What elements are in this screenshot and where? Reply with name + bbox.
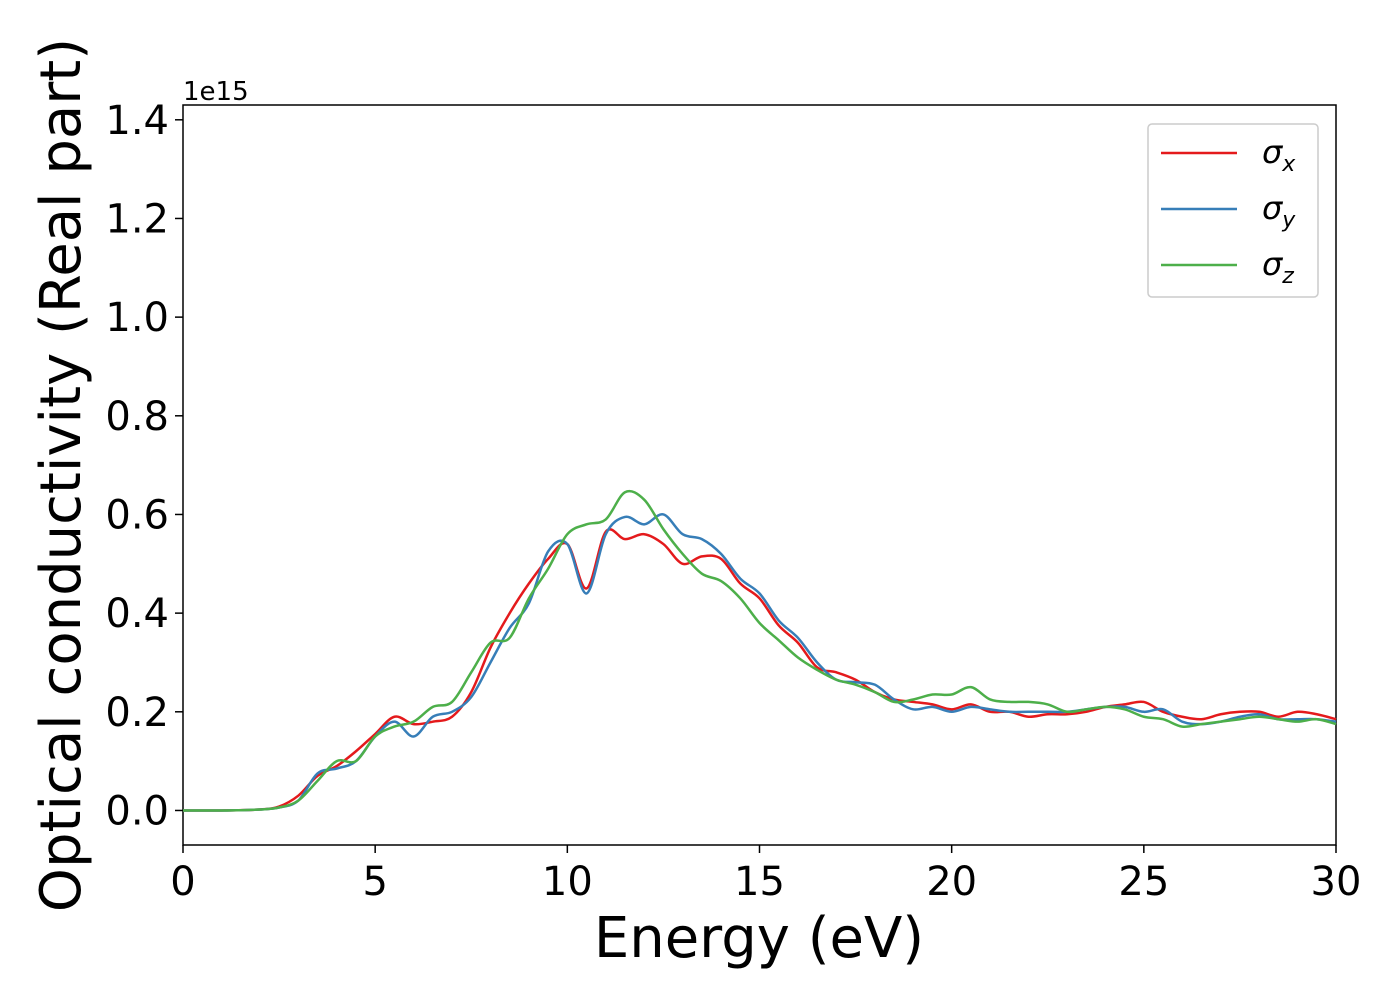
series-line-y [182, 513, 1337, 812]
legend-label-x: σx [1262, 133, 1296, 177]
series-layer [182, 489, 1337, 812]
x-tick-label: 0 [170, 859, 195, 905]
x-tick-label: 25 [1118, 859, 1169, 905]
x-axis-title: Energy (eV) [594, 906, 924, 971]
y-tick-label: 0.0 [105, 788, 169, 834]
y-tick-label: 0.8 [105, 394, 169, 440]
x-tick-label: 30 [1311, 859, 1362, 905]
y-tick-label: 0.2 [105, 690, 169, 736]
y-tick-label: 0.4 [105, 591, 169, 637]
legend-label-y: σy [1262, 189, 1296, 233]
legend-box [1147, 123, 1319, 298]
y-tick-label: 1.2 [105, 196, 169, 242]
y-tick-label: 0.6 [105, 492, 169, 538]
legend-items: σx σy σz [1161, 133, 1296, 289]
y-offset-label: 1e15 [183, 77, 249, 107]
series-line-x [182, 528, 1337, 812]
ticks-layer: 0 5 10 15 20 25 30 0.0 0.2 0.4 0.6 0.8 1.0 1.2 1.4 [105, 98, 1361, 905]
y-tick-label: 1.0 [105, 295, 169, 341]
legend: σx σy σz [1147, 123, 1319, 298]
legend-label-z: σz [1262, 245, 1294, 289]
y-tick-label: 1.4 [105, 98, 169, 144]
y-axis-title: Optical conductivity (Real part) [29, 38, 94, 912]
x-tick-label: 15 [734, 859, 785, 905]
x-tick-label: 5 [362, 859, 387, 905]
x-tick-label: 10 [542, 859, 593, 905]
x-tick-label: 20 [926, 859, 977, 905]
series-line-z [182, 489, 1337, 812]
